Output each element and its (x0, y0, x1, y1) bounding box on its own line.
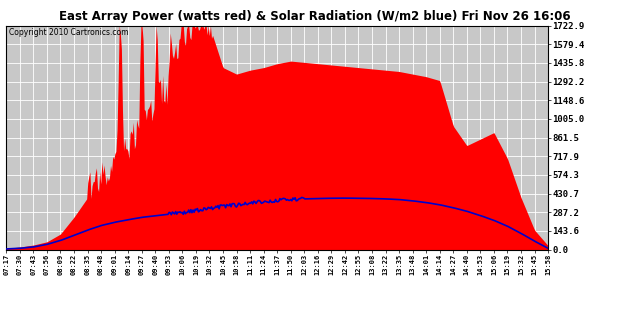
Text: East Array Power (watts red) & Solar Radiation (W/m2 blue) Fri Nov 26 16:06: East Array Power (watts red) & Solar Rad… (59, 10, 571, 23)
Text: Copyright 2010 Cartronics.com: Copyright 2010 Cartronics.com (9, 28, 129, 37)
